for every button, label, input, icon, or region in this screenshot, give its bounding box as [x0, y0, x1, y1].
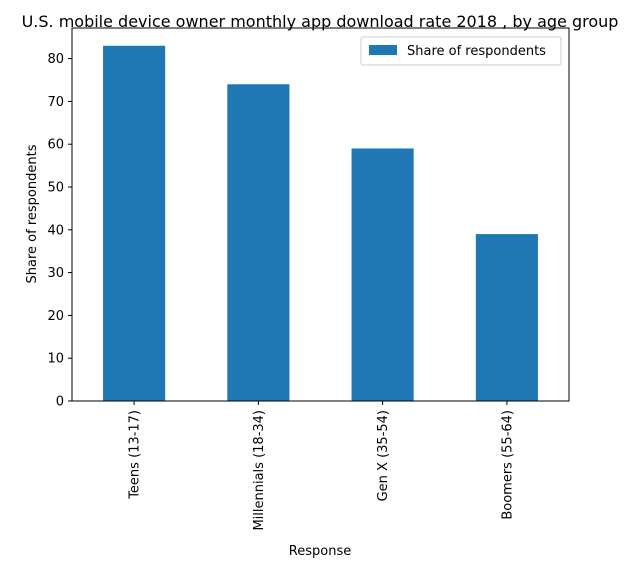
y-tick-label: 20	[47, 309, 64, 324]
x-axis-title: Response	[289, 544, 351, 559]
bar	[103, 45, 166, 402]
x-tick-label: Teens (13-17)	[128, 410, 143, 500]
bar	[351, 148, 414, 401]
x-tick-label: Millennials (18-34)	[252, 410, 267, 531]
y-tick-label: 40	[47, 223, 64, 238]
bar	[227, 84, 290, 401]
y-tick-label: 0	[56, 395, 64, 410]
x-tick-label: Gen X (35-54)	[376, 410, 391, 501]
legend-label: Share of respondents	[407, 44, 546, 59]
y-tick-label: 30	[47, 266, 64, 281]
legend: Share of respondents	[360, 36, 562, 66]
y-tick-label: 60	[47, 138, 64, 153]
chart-title: U.S. mobile device owner monthly app dow…	[22, 12, 619, 31]
y-tick-label: 50	[47, 181, 64, 196]
y-tick-label: 70	[47, 95, 64, 110]
legend-frame	[360, 36, 562, 66]
plot-frame	[71, 27, 570, 402]
legend-swatch	[369, 45, 397, 55]
plot-area: 0 10 20 30 40 50 60 70 80 Teens (13-17) Millennial…	[47, 45, 538, 531]
y-tick-label: 10	[47, 352, 64, 367]
y-axis-title: Share of respondents	[25, 144, 40, 283]
y-tick-label: 80	[47, 52, 64, 67]
x-tick-label: Boomers (55-64)	[500, 410, 515, 520]
bar	[475, 234, 538, 401]
